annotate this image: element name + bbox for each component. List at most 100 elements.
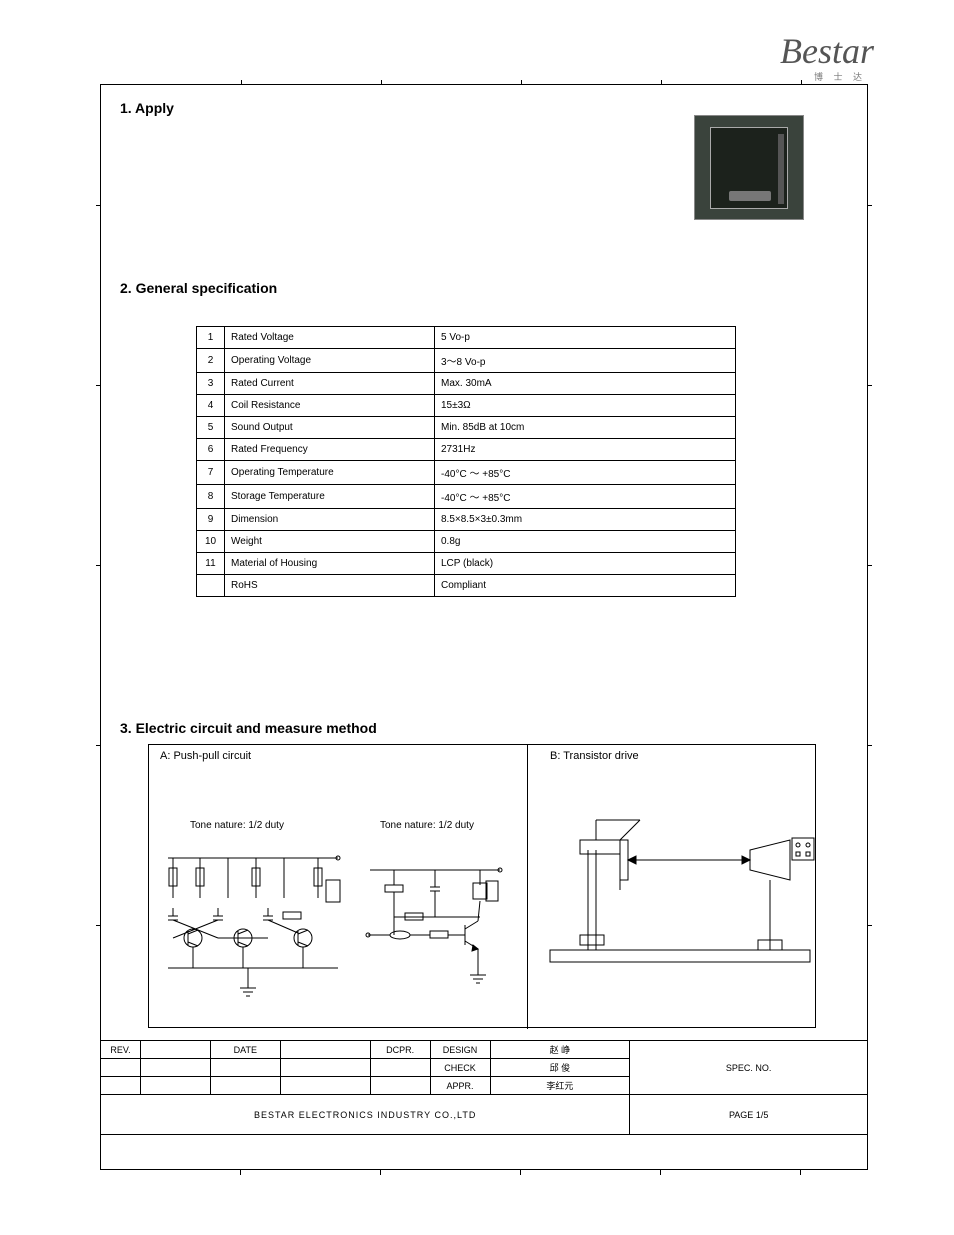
spec-no: 1 [197, 327, 225, 349]
spec-no: 5 [197, 417, 225, 439]
tb-cell: 李红元 [490, 1077, 630, 1095]
tb-cell [280, 1077, 370, 1095]
titleblock-row: REV. DATE DCPR. DESIGN 赵 峥 SPEC. NO. [101, 1041, 868, 1059]
page-value: 1/5 [756, 1110, 769, 1120]
product-photo [694, 115, 804, 220]
heading-electric: 3. Electric circuit and measure method [120, 720, 377, 736]
frame-tick [240, 1170, 241, 1175]
spec-no: 4 [197, 395, 225, 417]
spec-no: 9 [197, 509, 225, 531]
diagram-divider [527, 745, 528, 1029]
spec-value: LCP (black) [435, 553, 736, 575]
tb-cell [140, 1077, 210, 1095]
frame-tick [800, 1170, 801, 1175]
tb-cell: REV. [101, 1041, 141, 1059]
spec-param: Rated Voltage [225, 327, 435, 349]
table-row: RoHSCompliant [197, 575, 736, 597]
circuit-b-svg [360, 855, 520, 1005]
table-row: 3Rated CurrentMax. 30mA [197, 373, 736, 395]
spec-value: 15±3Ω [435, 395, 736, 417]
frame-tick [867, 745, 872, 746]
tb-cell [370, 1059, 430, 1077]
tone-label-a: Tone nature: 1/2 duty [190, 820, 284, 831]
table-row: 1Rated Voltage5 Vo-p [197, 327, 736, 349]
frame-bottom [100, 1169, 868, 1170]
tb-cell: CHECK [430, 1059, 490, 1077]
circuit-label-a: A: Push-pull circuit [160, 750, 251, 762]
spec-param: Operating Voltage [225, 349, 435, 373]
tb-page-cell: PAGE 1/5 [630, 1095, 868, 1135]
frame-tick [380, 1170, 381, 1175]
table-row: 7Operating Temperature-40°C ～ +85°C [197, 461, 736, 485]
tb-cell-specno: SPEC. NO. [630, 1041, 868, 1095]
heading-general: 2. General specification [120, 280, 277, 296]
spec-value: Min. 85dB at 10cm [435, 417, 736, 439]
spec-value: Max. 30mA [435, 373, 736, 395]
tb-cell: 赵 峥 [490, 1041, 630, 1059]
tb-cell: DCPR. [370, 1041, 430, 1059]
spec-value: 0.8g [435, 531, 736, 553]
table-row: 8Storage Temperature-40°C ～ +85°C [197, 485, 736, 509]
tb-cell [280, 1059, 370, 1077]
tb-cell: APPR. [430, 1077, 490, 1095]
frame-tick [520, 1170, 521, 1175]
spec-table: 1Rated Voltage5 Vo-p2Operating Voltage3～… [196, 326, 736, 597]
table-row: 9Dimension8.5×8.5×3±0.3mm [197, 509, 736, 531]
spec-value: -40°C ～ +85°C [435, 485, 736, 509]
circuit-a-svg [158, 838, 348, 1008]
spec-value: Compliant [435, 575, 736, 597]
title-block: REV. DATE DCPR. DESIGN 赵 峥 SPEC. NO. CHE… [100, 1040, 868, 1135]
frame-tick [521, 80, 522, 85]
frame-tick [661, 80, 662, 85]
table-row: 4Coil Resistance15±3Ω [197, 395, 736, 417]
frame-tick [381, 80, 382, 85]
spec-value: 5 Vo-p [435, 327, 736, 349]
brand-logo-sub: 博 士 达 [814, 70, 866, 83]
table-row: 11Material of HousingLCP (black) [197, 553, 736, 575]
spec-value: 8.5×8.5×3±0.3mm [435, 509, 736, 531]
brand-logo: Bestar [780, 30, 874, 72]
spec-param: Rated Frequency [225, 439, 435, 461]
tb-cell [101, 1059, 141, 1077]
frame-tick [867, 925, 872, 926]
titleblock-company-row: BESTAR ELECTRONICS INDUSTRY CO.,LTD PAGE… [101, 1095, 868, 1135]
table-row: 5Sound OutputMin. 85dB at 10cm [197, 417, 736, 439]
tb-cell [280, 1041, 370, 1059]
measure-setup-svg [540, 790, 820, 990]
heading-apply: 1. Apply [120, 100, 174, 116]
tb-cell [370, 1077, 430, 1095]
frame-tick [96, 205, 101, 206]
company-name: BESTAR ELECTRONICS INDUSTRY CO.,LTD [101, 1095, 630, 1135]
spec-no: 10 [197, 531, 225, 553]
spec-no: 2 [197, 349, 225, 373]
spec-param: Storage Temperature [225, 485, 435, 509]
spec-value: 3～8 Vo-p [435, 349, 736, 373]
tb-cell [101, 1077, 141, 1095]
frame-tick [241, 80, 242, 85]
spec-param: Material of Housing [225, 553, 435, 575]
spec-no: 6 [197, 439, 225, 461]
page-label: PAGE [729, 1110, 753, 1120]
tb-cell: DATE [210, 1041, 280, 1059]
tb-cell [210, 1059, 280, 1077]
tone-label-b: Tone nature: 1/2 duty [380, 820, 474, 831]
frame-tick [96, 385, 101, 386]
frame-tick [801, 80, 802, 85]
frame-tick [867, 205, 872, 206]
table-row: 2Operating Voltage3～8 Vo-p [197, 349, 736, 373]
tb-cell: DESIGN [430, 1041, 490, 1059]
spec-param: Coil Resistance [225, 395, 435, 417]
spec-no: 3 [197, 373, 225, 395]
spec-no: 11 [197, 553, 225, 575]
table-row: 6Rated Frequency2731Hz [197, 439, 736, 461]
page: Bestar 博 士 达 1. Apply 2. General specifi… [0, 0, 954, 1235]
circuit-label-b: B: Transistor drive [550, 750, 639, 762]
spec-no [197, 575, 225, 597]
product-chip-icon [710, 127, 788, 209]
spec-value: 2731Hz [435, 439, 736, 461]
frame-tick [867, 565, 872, 566]
table-row: 10Weight0.8g [197, 531, 736, 553]
frame-tick [96, 565, 101, 566]
spec-param: Rated Current [225, 373, 435, 395]
spec-param: Dimension [225, 509, 435, 531]
